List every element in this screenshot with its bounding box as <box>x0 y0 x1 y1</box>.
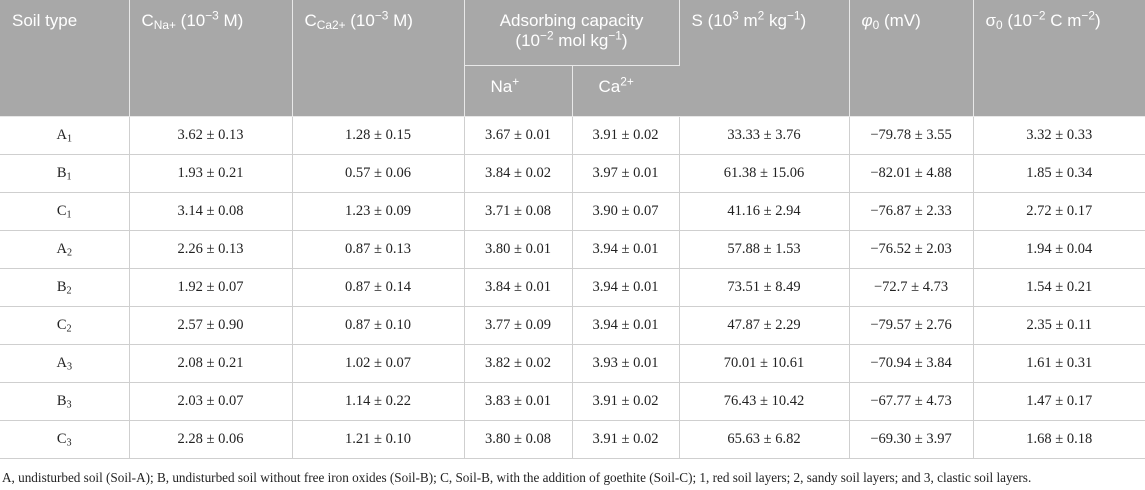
cell-adsorb-na: 3.77 ± 0.09 <box>464 306 573 345</box>
cell-c-ca: 0.87 ± 0.13 <box>292 230 465 269</box>
cell-specific-surface: 76.43 ± 10.42 <box>679 382 850 421</box>
header-specific-surface: S (103 m2 kg−1) <box>679 0 850 117</box>
cell-soil-type: C2 <box>0 306 130 345</box>
table-body: A1 3.62 ± 0.13 1.28 ± 0.15 3.67 ± 0.01 3.91 … <box>0 116 1145 459</box>
cell-phi0: −76.87 ± 2.33 <box>849 192 974 231</box>
cell-specific-surface: 57.88 ± 1.53 <box>679 230 850 269</box>
cell-sigma0: 1.68 ± 0.18 <box>973 420 1145 459</box>
cell-adsorb-ca: 3.91 ± 0.02 <box>572 420 680 459</box>
cell-c-ca: 1.28 ± 0.15 <box>292 116 465 155</box>
table-row: A1 3.62 ± 0.13 1.28 ± 0.15 3.67 ± 0.01 3.91 … <box>0 116 1145 155</box>
cell-specific-surface: 33.33 ± 3.76 <box>679 116 850 155</box>
cell-phi0: −76.52 ± 2.03 <box>849 230 974 269</box>
table-footnote: A, undisturbed soil (Soil-A); B, undistu… <box>2 470 1032 485</box>
cell-sigma0: 1.94 ± 0.04 <box>973 230 1145 269</box>
header-na-plus: Na+ <box>464 65 573 118</box>
table-row: A3 2.08 ± 0.21 1.02 ± 0.07 3.82 ± 0.02 3.93 … <box>0 344 1145 383</box>
cell-sigma0: 1.47 ± 0.17 <box>973 382 1145 421</box>
cell-c-na: 2.08 ± 0.21 <box>129 344 293 383</box>
cell-adsorb-na: 3.84 ± 0.01 <box>464 268 573 307</box>
cell-sigma0: 3.32 ± 0.33 <box>973 116 1145 155</box>
cell-specific-surface: 47.87 ± 2.29 <box>679 306 850 345</box>
cell-soil-type: B1 <box>0 154 130 193</box>
cell-adsorb-ca: 3.90 ± 0.07 <box>572 192 680 231</box>
cell-adsorb-ca: 3.91 ± 0.02 <box>572 116 680 155</box>
cell-soil-type: B3 <box>0 382 130 421</box>
cell-adsorb-na: 3.84 ± 0.02 <box>464 154 573 193</box>
cell-soil-type: C3 <box>0 420 130 459</box>
cell-c-na: 3.62 ± 0.13 <box>129 116 293 155</box>
cell-adsorb-na: 3.71 ± 0.08 <box>464 192 573 231</box>
cell-adsorb-na: 3.83 ± 0.01 <box>464 382 573 421</box>
header-ca-2plus: Ca2+ <box>572 65 680 118</box>
cell-adsorb-ca: 3.94 ± 0.01 <box>572 230 680 269</box>
cell-c-na: 1.92 ± 0.07 <box>129 268 293 307</box>
cell-c-na: 2.03 ± 0.07 <box>129 382 293 421</box>
cell-c-ca: 0.87 ± 0.14 <box>292 268 465 307</box>
cell-adsorb-ca: 3.91 ± 0.02 <box>572 382 680 421</box>
cell-sigma0: 1.61 ± 0.31 <box>973 344 1145 383</box>
cell-adsorb-na: 3.67 ± 0.01 <box>464 116 573 155</box>
cell-sigma0: 2.72 ± 0.17 <box>973 192 1145 231</box>
cell-c-ca: 0.57 ± 0.06 <box>292 154 465 193</box>
cell-phi0: −79.57 ± 2.76 <box>849 306 974 345</box>
table-header: Soil type CNa+ (10−3 M) CCa2+ (10−3 M) A… <box>0 0 1145 118</box>
cell-phi0: −70.94 ± 3.84 <box>849 344 974 383</box>
cell-sigma0: 2.35 ± 0.11 <box>973 306 1145 345</box>
table-row: C3 2.28 ± 0.06 1.21 ± 0.10 3.80 ± 0.08 3.91 … <box>0 420 1145 459</box>
cell-c-ca: 1.23 ± 0.09 <box>292 192 465 231</box>
header-soil-type: Soil type <box>0 0 130 117</box>
cell-phi0: −69.30 ± 3.97 <box>849 420 974 459</box>
cell-specific-surface: 70.01 ± 10.61 <box>679 344 850 383</box>
cell-c-ca: 0.87 ± 0.10 <box>292 306 465 345</box>
table-row: B1 1.93 ± 0.21 0.57 ± 0.06 3.84 ± 0.02 3.97 … <box>0 154 1145 193</box>
header-adsorbing-capacity: Adsorbing capacity (10−2 mol kg−1) <box>464 0 680 66</box>
header-c-na: CNa+ (10−3 M) <box>129 0 293 117</box>
cell-adsorb-na: 3.82 ± 0.02 <box>464 344 573 383</box>
cell-c-na: 2.57 ± 0.90 <box>129 306 293 345</box>
cell-phi0: −67.77 ± 4.73 <box>849 382 974 421</box>
header-c-ca: CCa2+ (10−3 M) <box>292 0 465 117</box>
cell-c-na: 2.28 ± 0.06 <box>129 420 293 459</box>
cell-adsorb-ca: 3.97 ± 0.01 <box>572 154 680 193</box>
table-row: B2 1.92 ± 0.07 0.87 ± 0.14 3.84 ± 0.01 3.94 … <box>0 268 1145 307</box>
cell-soil-type: B2 <box>0 268 130 307</box>
cell-soil-type: A2 <box>0 230 130 269</box>
header-sigma0: σ0 (10−2 C m−2) <box>973 0 1145 117</box>
cell-c-na: 1.93 ± 0.21 <box>129 154 293 193</box>
cell-adsorb-na: 3.80 ± 0.08 <box>464 420 573 459</box>
cell-specific-surface: 65.63 ± 6.82 <box>679 420 850 459</box>
cell-adsorb-ca: 3.93 ± 0.01 <box>572 344 680 383</box>
cell-soil-type: A1 <box>0 116 130 155</box>
table-row: C2 2.57 ± 0.90 0.87 ± 0.10 3.77 ± 0.09 3.94 … <box>0 306 1145 345</box>
cell-phi0: −79.78 ± 3.55 <box>849 116 974 155</box>
cell-phi0: −82.01 ± 4.88 <box>849 154 974 193</box>
cell-adsorb-ca: 3.94 ± 0.01 <box>572 306 680 345</box>
table-row: B3 2.03 ± 0.07 1.14 ± 0.22 3.83 ± 0.01 3.91 … <box>0 382 1145 421</box>
cell-c-ca: 1.02 ± 0.07 <box>292 344 465 383</box>
cell-c-na: 3.14 ± 0.08 <box>129 192 293 231</box>
cell-adsorb-ca: 3.94 ± 0.01 <box>572 268 680 307</box>
cell-c-ca: 1.14 ± 0.22 <box>292 382 465 421</box>
cell-specific-surface: 41.16 ± 2.94 <box>679 192 850 231</box>
cell-specific-surface: 61.38 ± 15.06 <box>679 154 850 193</box>
soil-properties-table: Soil type CNa+ (10−3 M) CCa2+ (10−3 M) A… <box>0 0 1145 459</box>
cell-soil-type: A3 <box>0 344 130 383</box>
cell-sigma0: 1.54 ± 0.21 <box>973 268 1145 307</box>
header-phi0: φ0 (mV) <box>849 0 974 117</box>
table-row: C1 3.14 ± 0.08 1.23 ± 0.09 3.71 ± 0.08 3.90 … <box>0 192 1145 231</box>
cell-sigma0: 1.85 ± 0.34 <box>973 154 1145 193</box>
table-row: A2 2.26 ± 0.13 0.87 ± 0.13 3.80 ± 0.01 3.94 … <box>0 230 1145 269</box>
cell-c-ca: 1.21 ± 0.10 <box>292 420 465 459</box>
cell-adsorb-na: 3.80 ± 0.01 <box>464 230 573 269</box>
cell-soil-type: C1 <box>0 192 130 231</box>
cell-c-na: 2.26 ± 0.13 <box>129 230 293 269</box>
cell-phi0: −72.7 ± 4.73 <box>849 268 974 307</box>
cell-specific-surface: 73.51 ± 8.49 <box>679 268 850 307</box>
